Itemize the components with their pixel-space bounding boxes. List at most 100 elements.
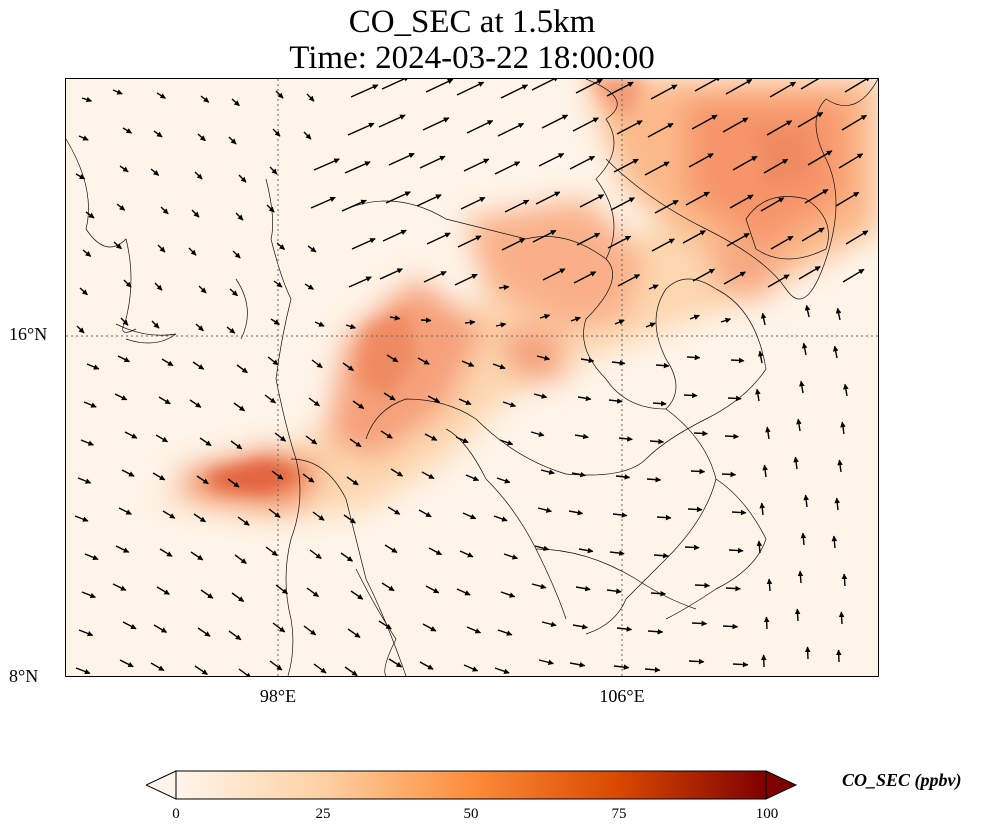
wind-arrow: [574, 433, 589, 440]
wind-arrow: [195, 323, 204, 332]
wind-arrow: [800, 79, 820, 90]
wind-arrow: [760, 312, 767, 326]
wind-arrow: [571, 471, 586, 478]
wind-arrow: [568, 509, 584, 516]
wind-arrow: [77, 477, 92, 484]
wind-arrow: [648, 284, 659, 290]
colorbar-tick: 25: [315, 806, 331, 822]
wind-arrow: [725, 585, 741, 592]
wind-arrow: [801, 342, 808, 356]
wind-arrow: [837, 459, 843, 473]
wind-arrow: [150, 168, 160, 176]
wind-arrow: [459, 550, 474, 558]
wind-arrow: [119, 165, 129, 173]
wind-arrow: [456, 81, 485, 96]
wind-arrow: [683, 392, 698, 399]
wind-arrow: [81, 96, 93, 103]
wind-arrow: [769, 81, 797, 98]
wind-arrow: [380, 430, 393, 439]
wind-arrow: [200, 589, 214, 599]
wind-arrow: [311, 359, 323, 369]
wind-arrow: [503, 553, 519, 560]
wind-arrow: [841, 573, 848, 587]
wind-arrow: [538, 152, 565, 167]
wind-arrow: [728, 547, 744, 554]
wind-arrow: [313, 158, 340, 171]
wind-arrow: [645, 322, 656, 328]
wind-arrow: [425, 79, 454, 93]
wind-arrow: [426, 232, 451, 245]
wind-arrow: [838, 153, 864, 169]
wind-arrow: [228, 136, 237, 145]
wind-arrow: [154, 282, 163, 291]
wind-arrow: [79, 287, 88, 296]
wind-arrow: [114, 393, 128, 401]
wind-arrow: [152, 472, 166, 481]
wind-arrow: [196, 475, 209, 485]
wind-arrow: [766, 578, 773, 592]
wind-arrow: [419, 155, 446, 169]
wind-arrow: [463, 158, 490, 172]
wind-arrow: [188, 247, 197, 256]
wind-arrow: [804, 646, 811, 660]
wind-arrow: [650, 84, 678, 100]
wind-arrow: [116, 203, 126, 211]
wind-arrow: [732, 661, 749, 668]
wind-arrow: [388, 152, 415, 166]
wind-arrow: [192, 361, 205, 370]
wind-arrow: [273, 280, 283, 288]
wind-arrow: [117, 355, 131, 363]
wind-arrow: [229, 288, 238, 297]
wind-arrow: [797, 111, 824, 128]
wind-arrow: [83, 401, 97, 408]
wind-arrow: [313, 663, 327, 674]
wind-arrow: [684, 544, 700, 551]
wind-arrow: [455, 436, 469, 444]
wind-arrow: [341, 199, 367, 212]
wind-arrow: [344, 161, 371, 174]
wind-arrow: [606, 588, 622, 594]
wind-arrow: [807, 150, 833, 166]
wind-arrow: [78, 135, 89, 141]
wind-arrow: [537, 507, 552, 513]
wind-arrow: [226, 326, 236, 334]
wind-arrow: [763, 616, 770, 630]
wind-arrow: [382, 229, 407, 242]
lon-tick-98e: 98°E: [259, 686, 297, 706]
wind-arrow: [124, 431, 138, 439]
wind-arrow: [162, 510, 176, 519]
wind-arrow: [454, 273, 478, 286]
wind-arrow: [647, 628, 664, 635]
wind-arrow: [535, 191, 561, 205]
wind-arrow: [694, 582, 710, 589]
wind-arrow: [115, 545, 130, 553]
wind-arrow: [199, 437, 212, 447]
wind-arrow: [150, 662, 165, 672]
wind-arrow: [161, 358, 174, 367]
lon-tick-106e: 106°E: [599, 686, 645, 706]
wind-arrow: [612, 512, 628, 518]
wind-arrow: [82, 249, 92, 257]
wind-arrow: [160, 206, 169, 215]
wind-arrow: [121, 469, 135, 477]
wind-arrow: [461, 360, 475, 367]
wind-arrow: [835, 307, 842, 321]
wind-arrow: [460, 196, 486, 210]
wind-arrow: [272, 622, 286, 633]
wind-arrow: [722, 117, 749, 133]
wind-arrow: [577, 395, 592, 402]
wind-arrow: [189, 399, 202, 408]
wind-arrow: [644, 161, 670, 176]
wind-arrow: [420, 317, 432, 324]
wind-arrow: [269, 166, 278, 175]
wind-arrow: [119, 659, 134, 668]
wind-arrow: [80, 439, 94, 446]
wind-arrow: [691, 620, 708, 627]
wind-arrow: [834, 497, 841, 511]
wind-arrow: [800, 532, 807, 546]
wind-arrow: [688, 658, 705, 665]
wind-arrow: [616, 626, 633, 632]
wind-arrow: [539, 313, 551, 320]
wind-arrow: [190, 551, 204, 561]
wind-arrow: [197, 133, 206, 142]
